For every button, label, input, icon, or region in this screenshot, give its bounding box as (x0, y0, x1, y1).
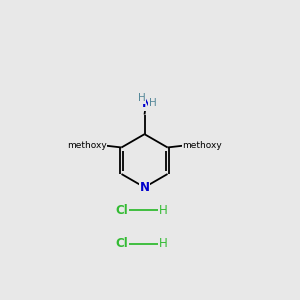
Text: H: H (159, 237, 167, 250)
Text: O: O (98, 141, 106, 151)
Text: N: N (142, 97, 152, 110)
Text: Cl: Cl (115, 237, 128, 250)
Text: methoxy: methoxy (67, 141, 107, 150)
Text: N: N (140, 181, 149, 194)
Text: H: H (149, 98, 157, 109)
Text: O: O (183, 141, 191, 151)
Text: H: H (159, 204, 167, 217)
Text: H: H (138, 93, 146, 103)
Text: methoxy: methoxy (182, 141, 222, 150)
Text: Cl: Cl (115, 204, 128, 217)
